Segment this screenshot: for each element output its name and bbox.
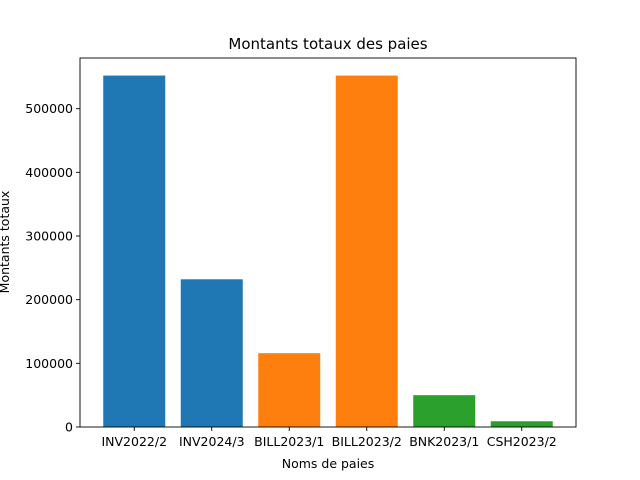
bar-bnk2023-1: [413, 395, 476, 427]
x-tick-label: CSH2023/2: [487, 434, 557, 449]
x-tick-label: BILL2023/2: [332, 434, 402, 449]
y-tick-label: 100000: [25, 356, 73, 371]
y-axis-label: Montants totaux: [0, 191, 12, 294]
y-tick-label: 300000: [25, 229, 73, 244]
x-tick-label: BNK2023/1: [409, 434, 479, 449]
bar-bill2023-1: [258, 353, 321, 427]
bar-bill2023-2: [335, 75, 398, 427]
y-tick-label: 0: [65, 420, 73, 435]
bars-group: [103, 75, 553, 427]
bar-csh2023-2: [490, 421, 553, 427]
y-tick-label: 200000: [25, 292, 73, 307]
x-axis-label: Noms de paies: [282, 456, 375, 471]
x-tick-label: INV2022/2: [101, 434, 167, 449]
x-tick-label: INV2024/3: [179, 434, 245, 449]
plot-frame: [79, 57, 577, 428]
x-axis: INV2022/2 INV2024/3 BILL2023/1 BILL2023/2 BN…: [101, 427, 557, 449]
bar-inv2024-3: [180, 279, 243, 427]
x-tick-label: BILL2023/1: [254, 434, 324, 449]
y-tick-label: 400000: [25, 165, 73, 180]
chart-title: Montants totaux des paies: [228, 35, 427, 53]
y-axis: 0 100000 200000 300000 400000 500000: [25, 101, 80, 435]
y-tick-label: 500000: [25, 101, 73, 116]
bar-inv2022-2: [103, 75, 166, 427]
